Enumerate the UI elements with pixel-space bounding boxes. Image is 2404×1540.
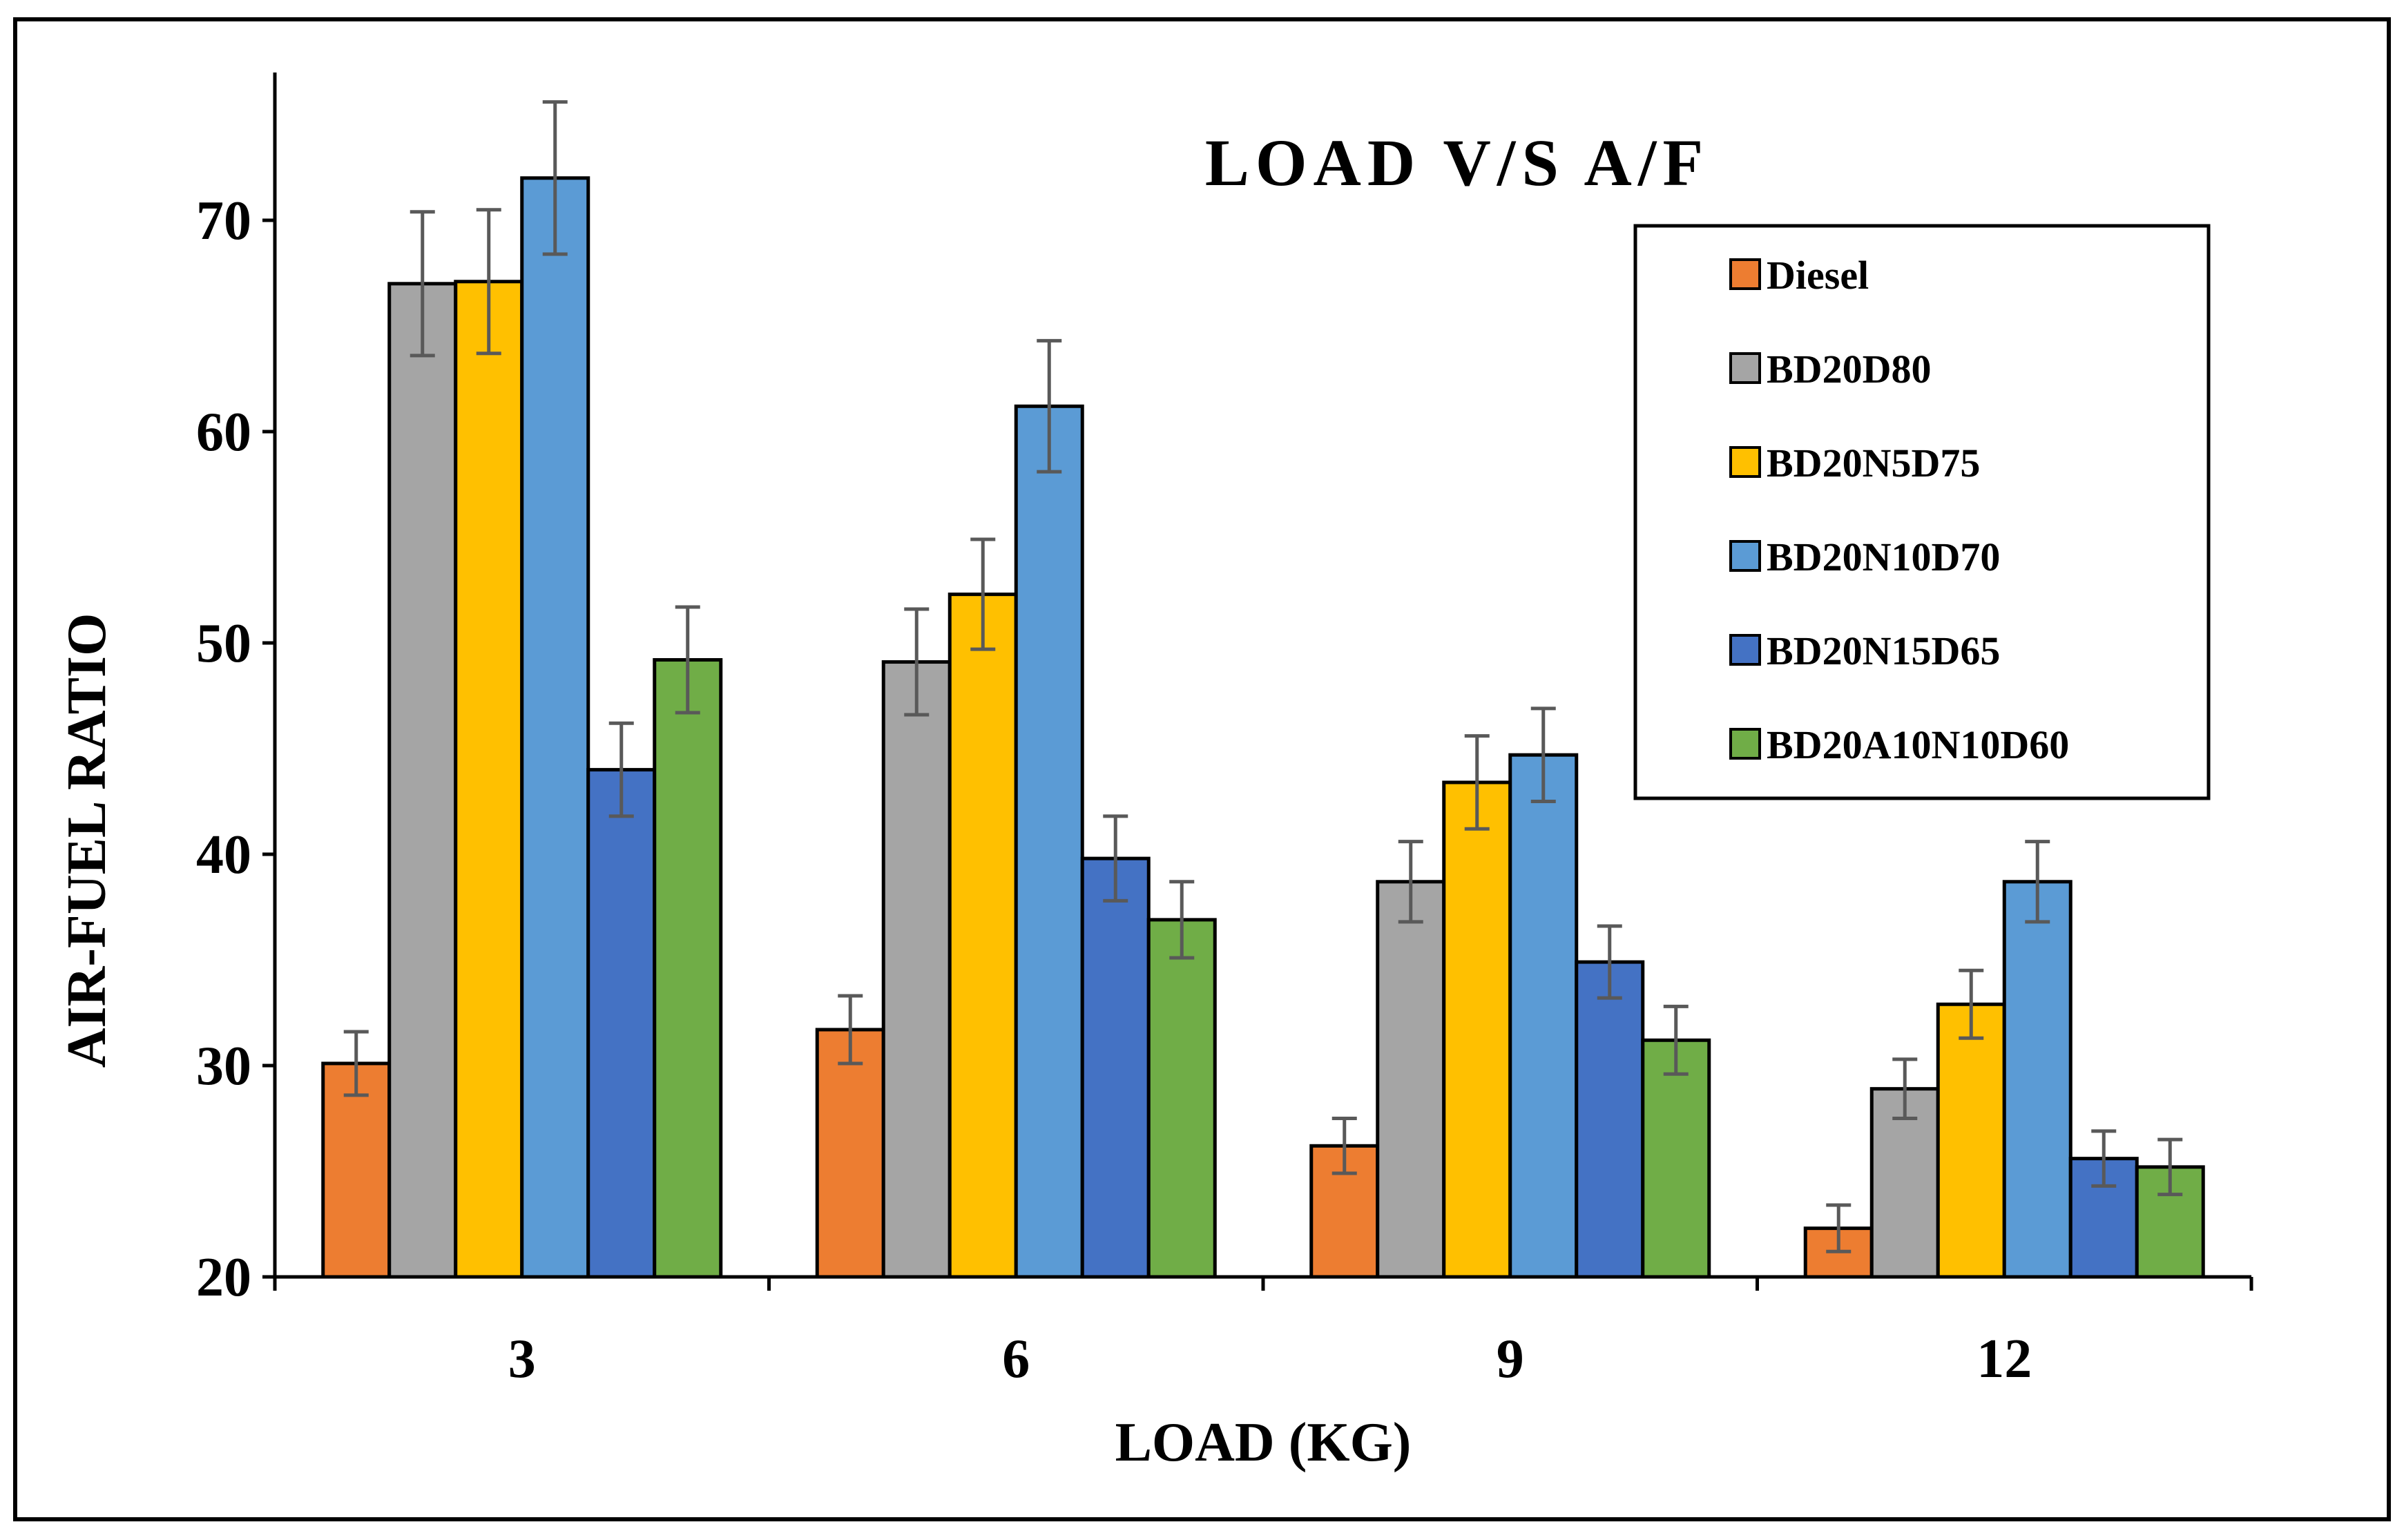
bar-BD20N5D75-12 [1936,1002,2006,1279]
error-bar-Diesel-9 [1331,1117,1357,1175]
y-tick-label-30: 30 [196,1036,251,1097]
y-tick-label-50: 50 [196,613,251,674]
y-axis-label: AIR-FUEL RATIO [57,613,117,1068]
x-tick-label-12: 12 [1977,1329,2032,1389]
error-bar-BD20N10D70-12 [2025,840,2050,924]
bar-BD20A10N10D60-9 [1641,1038,1711,1279]
bar-BD20A10N10D60-6 [1146,918,1217,1279]
error-bar-BD20A10N10D60-3 [675,605,700,715]
bar-BD20D80-9 [1376,880,1446,1279]
error-bar-BD20D80-3 [410,210,435,358]
error-bar-BD20N5D75-3 [476,208,501,356]
error-bar-BD20D80-6 [904,607,930,717]
bar-BD20N10D70-3 [520,176,590,1279]
x-tick-label-6: 6 [1002,1329,1030,1389]
legend-label-BD20D80: BD20D80 [1767,347,1931,392]
legend-label-BD20A10N10D60: BD20A10N10D60 [1767,722,2069,767]
legend-swatch-BD20N5D75 [1729,446,1761,478]
bar-BD20N5D75-3 [454,280,524,1279]
x-axis-label: LOAD (KG) [1115,1412,1412,1473]
bar-BD20D80-6 [881,660,952,1279]
error-bar-BD20N10D70-6 [1037,338,1062,474]
chart-title: LOAD V/S A/F [1205,126,1709,200]
legend-swatch-BD20A10N10D60 [1729,728,1761,760]
bar-BD20N10D70-12 [2002,880,2073,1279]
error-bar-BD20N5D75-12 [1959,968,1984,1040]
x-tick-label-3: 3 [508,1329,536,1389]
bar-BD20N5D75-9 [1442,780,1512,1279]
error-bar-BD20N10D70-9 [1530,706,1556,803]
error-bar-BD20N15D65-12 [2091,1129,2117,1188]
error-bars-layer [343,100,2183,1253]
error-bar-BD20N10D70-3 [542,100,568,256]
legend-swatch-Diesel [1729,258,1761,290]
y-tick-label-40: 40 [196,825,251,885]
error-bar-BD20D80-9 [1398,840,1423,924]
legend: Diesel BD20D80 BD20N5D75 BD20N10D70 BD20N15D… [1633,224,2211,800]
error-bar-Diesel-12 [1826,1203,1852,1253]
bar-BD20N10D70-9 [1508,753,1579,1279]
legend-label-BD20N10D70: BD20N10D70 [1767,535,2000,579]
legend-swatch-BD20N15D65 [1729,634,1761,666]
legend-label-Diesel: Diesel [1767,253,1869,298]
bar-BD20N10D70-6 [1014,404,1084,1279]
x-ticks: 3 6 9 12 [273,1277,2253,1389]
error-bar-BD20D80-12 [1892,1057,1918,1120]
legend-swatch-BD20D80 [1729,352,1761,384]
legend-label-BD20N15D65: BD20N15D65 [1767,628,2000,673]
error-bar-BD20N5D75-6 [970,537,996,651]
error-bar-BD20A10N10D60-9 [1663,1004,1689,1076]
bar-BD20N15D65-9 [1575,960,1645,1279]
error-bar-BD20N5D75-9 [1464,734,1490,831]
y-tick-label-70: 70 [196,191,251,251]
legend-swatch-BD20N10D70 [1729,540,1761,572]
legend-label-BD20N5D75: BD20N5D75 [1767,441,1980,485]
bar-Diesel-6 [815,1028,885,1279]
legend-box [1633,224,2211,800]
error-bar-Diesel-3 [343,1030,369,1097]
error-bar-BD20A10N10D60-6 [1169,880,1195,960]
bar-BD20N15D65-3 [586,768,657,1279]
bar-BD20D80-3 [387,282,458,1279]
bar-BD20A10N10D60-3 [653,657,723,1279]
x-tick-label-9: 9 [1497,1329,1524,1389]
error-bar-BD20A10N10D60-12 [2157,1137,2183,1197]
y-tick-label-20: 20 [196,1247,251,1308]
error-bar-BD20N15D65-6 [1103,814,1128,903]
error-bar-BD20N15D65-9 [1597,924,1622,1000]
error-bar-BD20N15D65-3 [608,721,634,818]
legend-items: Diesel BD20D80 BD20N5D75 BD20N10D70 BD20N15D… [1729,253,2069,767]
y-ticks: 20 30 40 50 60 70 [196,191,275,1308]
y-tick-label-60: 60 [196,402,251,463]
bar-BD20N15D65-6 [1080,856,1151,1279]
error-bar-Diesel-6 [838,994,863,1066]
bar-BD20N5D75-6 [948,593,1018,1279]
